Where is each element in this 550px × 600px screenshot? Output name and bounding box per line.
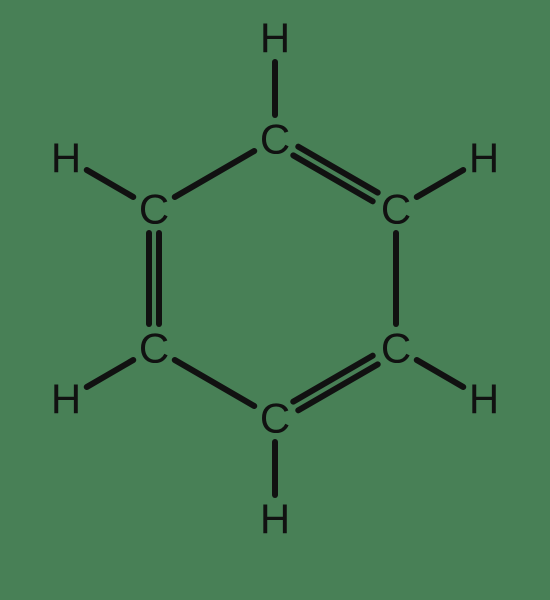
atom-label-h4: H: [260, 496, 290, 543]
atom-label-c3: C: [381, 325, 411, 372]
atom-label-h5: H: [51, 376, 81, 423]
atom-label-c1: C: [260, 116, 290, 163]
atom-label-c4: C: [260, 395, 290, 442]
atom-label-h2: H: [469, 135, 499, 182]
molecule-diagram: C C C C C C H H H H H H: [0, 0, 550, 600]
atom-label-c5: C: [139, 325, 169, 372]
atom-label-c2: C: [381, 186, 411, 233]
atom-label-h1: H: [260, 15, 290, 62]
atom-label-h3: H: [469, 376, 499, 423]
atom-label-h6: H: [51, 135, 81, 182]
atom-label-c6: C: [139, 186, 169, 233]
